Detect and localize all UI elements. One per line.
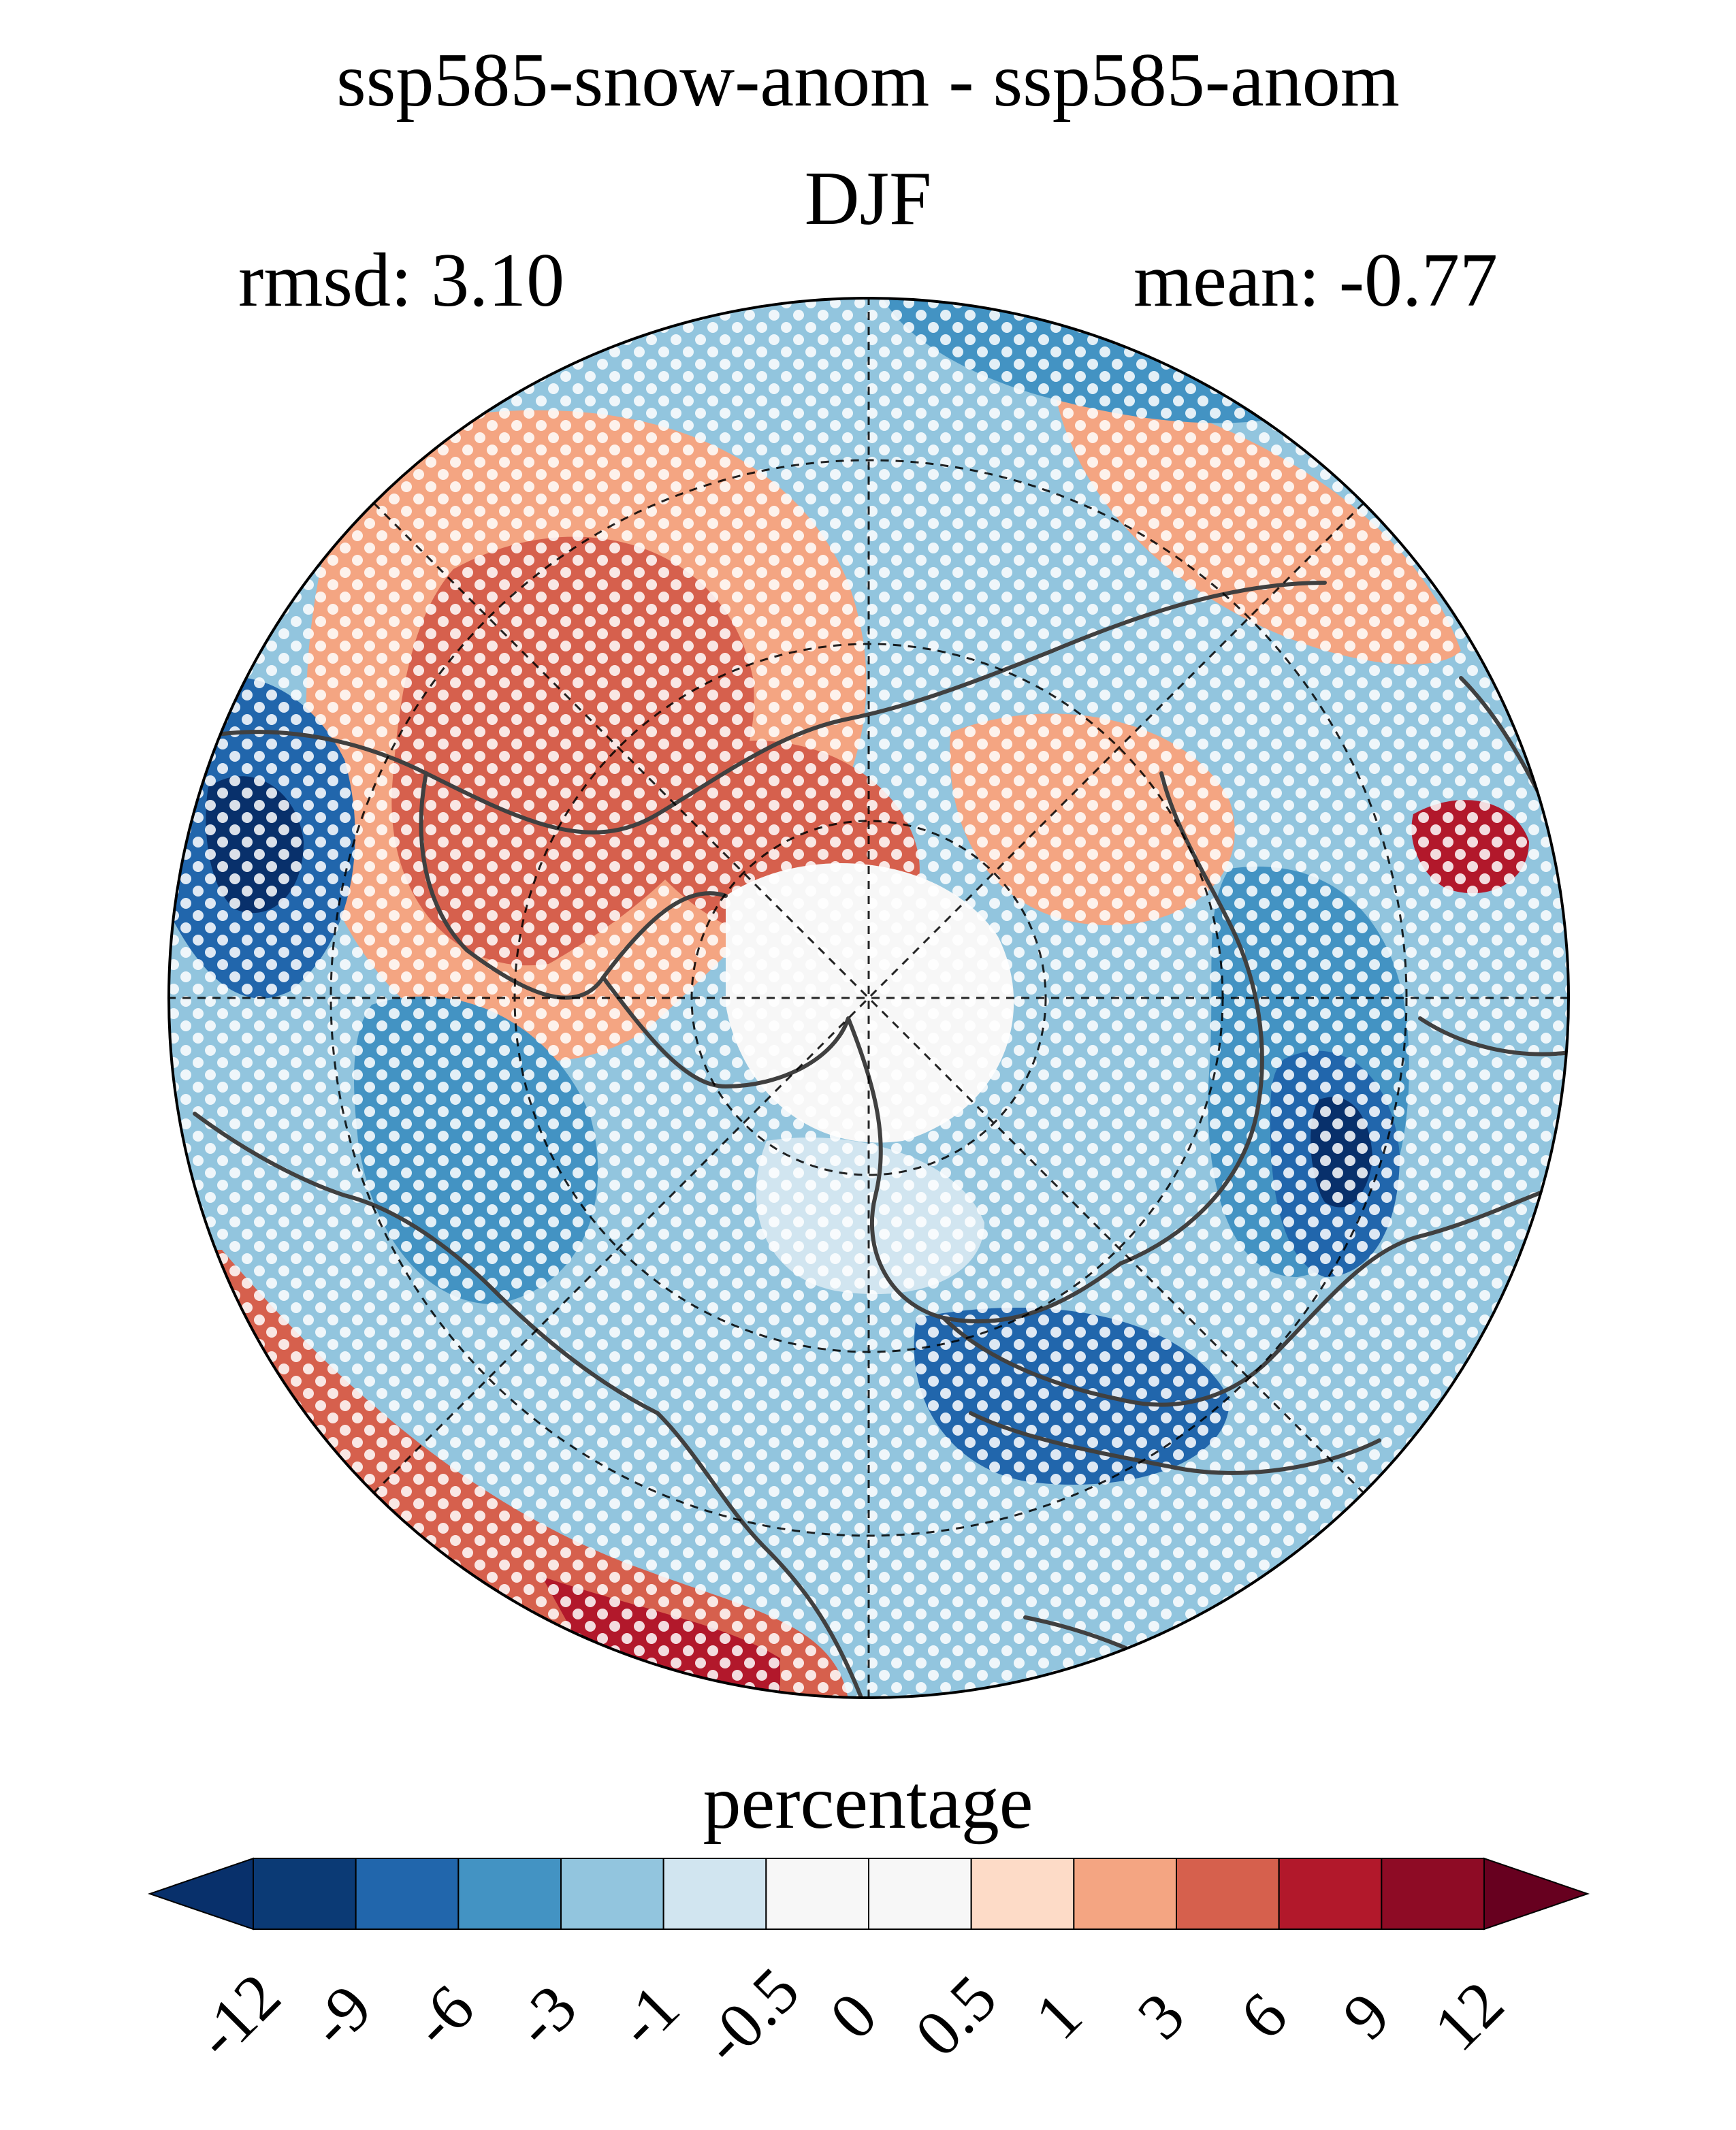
colorbar-box (560, 1858, 664, 1930)
colorbar-box (1278, 1858, 1383, 1930)
colorbar-tick-label: -6 (398, 1971, 487, 2061)
colorbar-tick-label: -9 (295, 1971, 385, 2061)
coastline (942, 1180, 1569, 1407)
colorbar-label: percentage (703, 1760, 1033, 1845)
coastline (656, 1411, 864, 1698)
colorbar-box (662, 1858, 767, 1930)
colorbar: -12 -9 -6 -3 -1-0.5 0 0.5 1 3 6 9 12 (147, 1857, 1590, 2078)
colorbar-box (457, 1858, 562, 1930)
colorbar-tick-label: 12 (1419, 1967, 1517, 2065)
colorbar-box (765, 1858, 870, 1930)
colorbar-tick-label: -12 (181, 1959, 294, 2072)
colorbar-tick-label: 0.5 (901, 1961, 1010, 2071)
colorbar-box (970, 1858, 1075, 1930)
colorbar-tick-label: 0 (816, 1978, 890, 2053)
colorbar-box (1073, 1858, 1178, 1930)
coastline (969, 1411, 1381, 1475)
colorbar-tick-label: -1 (603, 1971, 693, 2061)
figure-title: ssp585-snow-anom - ssp585-anom (336, 38, 1400, 123)
coastline (1119, 771, 1264, 1265)
rmsd-label: rmsd: 3.10 (238, 238, 565, 323)
latitude-circle (329, 459, 1408, 1537)
colorbar-tick-label: 9 (1329, 1978, 1404, 2053)
coastline (169, 581, 1327, 835)
map-border (167, 297, 1570, 1699)
coastline (1418, 1016, 1569, 1056)
season-label: DJF (804, 157, 932, 241)
colorbar-box (253, 1858, 357, 1930)
coastline (193, 1112, 660, 1415)
colorbar-box (1381, 1858, 1485, 1930)
coastline (419, 771, 728, 1000)
mean-label: mean: -0.77 (1134, 238, 1498, 323)
coastline (601, 975, 850, 1088)
colorbar-extend-high (1483, 1857, 1590, 1931)
colorbar-tick-label: -3 (500, 1971, 590, 2061)
colorbar-extend-low (147, 1857, 254, 1931)
colorbar-tick-label: 6 (1226, 1978, 1301, 2053)
colorbar-box (355, 1858, 460, 1930)
colorbar-box (868, 1858, 972, 1930)
colorbar-box (1176, 1858, 1280, 1930)
polar-map (167, 297, 1570, 1699)
colorbar-tick-label: 3 (1123, 1978, 1198, 2053)
colorbar-tick-label: -0.5 (688, 1953, 813, 2078)
coastline (846, 1016, 1123, 1324)
colorbar-tick-label: 1 (1021, 1978, 1096, 2053)
